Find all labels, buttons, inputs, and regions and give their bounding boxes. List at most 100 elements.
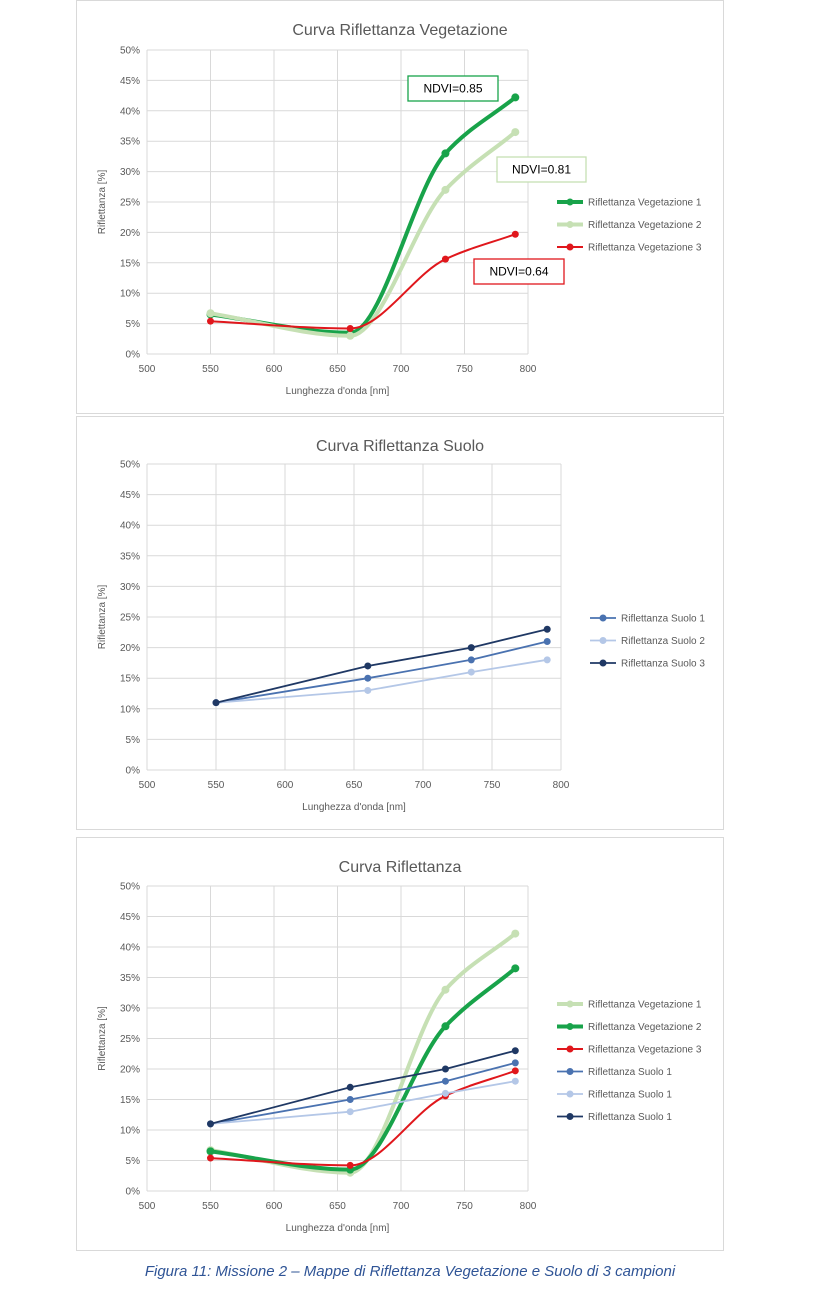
legend-swatch-marker (566, 221, 574, 228)
y-axis-label: Riflettanza [%] (97, 585, 108, 650)
figure-caption: Figura 11: Missione 2 – Mappe di Riflett… (144, 1263, 676, 1280)
x-tick-label: 750 (456, 1201, 473, 1212)
legend-swatch-marker (566, 1068, 574, 1075)
legend-swatch-marker (599, 614, 607, 622)
x-tick-label: 750 (484, 780, 501, 791)
x-tick-label: 800 (520, 1201, 537, 1212)
y-tick-label: 40% (120, 521, 140, 532)
annotation-text: NDVI=0.64 (489, 265, 548, 279)
legend-label: Riflettanza Vegetazione 3 (588, 1045, 702, 1056)
x-tick-label: 800 (520, 364, 537, 375)
chart-panel-combined: Curva Riflettanza 0% 5% 10% 15% 20% 25% 30% 35% 4… (76, 837, 724, 1251)
data-point-riflettanza-suolo-3-550 (212, 699, 220, 707)
chart-panel-vegetazione: Curva Riflettanza Vegetazione 0% 5% 10% 15% 2… (76, 0, 724, 414)
y-tick-label: 45% (120, 912, 140, 923)
y-axis-label: Riflettanza [%] (97, 170, 108, 235)
chart-vegetazione: Curva Riflettanza Vegetazione 0% 5% 10% 15% 2… (97, 22, 702, 397)
series-line-riflettanza-suolo-3-3 (215, 628, 549, 704)
x-tick-label: 700 (393, 1201, 410, 1212)
data-point-riflettanza-suolo-2-735 (467, 668, 475, 676)
chart-combined: Curva Riflettanza 0% 5% 10% 15% 20% 25% 30% 35% 4… (97, 859, 702, 1234)
data-point-riflettanza-vegetazione-2-790 (511, 964, 520, 973)
legend-swatch-marker (566, 1000, 574, 1008)
legend-label: Riflettanza Vegetazione 1 (588, 198, 702, 209)
x-tick-label: 650 (346, 780, 363, 791)
x-tick-label: 500 (139, 780, 156, 791)
y-tick-label: 0% (126, 1187, 141, 1198)
annotation-text: NDVI=0.81 (512, 163, 571, 177)
data-point-riflettanza-vegetazione-3-790 (511, 1067, 519, 1075)
series-line-riflettanza-suolo-1-6 (209, 1049, 517, 1125)
series-line-riflettanza-vegetazione-3-3 (209, 1069, 517, 1167)
data-point-riflettanza-vegetazione-2-550 (206, 1147, 215, 1156)
x-axis-label: Lunghezza d'onda [nm] (302, 802, 406, 813)
chart-title: Curva Riflettanza (339, 859, 462, 876)
series-line-riflettanza-suolo-2-2 (215, 658, 549, 704)
y-tick-label: 25% (120, 613, 140, 624)
y-tick-label: 10% (120, 704, 140, 715)
data-point-riflettanza-suolo-1-790 (511, 1059, 519, 1067)
x-tick-label: 600 (266, 1201, 283, 1212)
y-tick-label: 45% (120, 76, 140, 87)
y-tick-label: 30% (120, 167, 140, 178)
data-point-riflettanza-suolo-1-735 (441, 1077, 449, 1085)
legend-label: Riflettanza Suolo 1 (588, 1112, 672, 1123)
legend-label: Riflettanza Vegetazione 1 (588, 1000, 702, 1011)
data-point-riflettanza-suolo-1-790 (511, 1047, 519, 1055)
x-tick-label: 600 (266, 364, 283, 375)
y-tick-label: 10% (120, 1126, 140, 1137)
data-point-riflettanza-suolo-1-550 (207, 1120, 214, 1128)
x-tick-label: 550 (202, 1201, 219, 1212)
x-tick-label: 550 (202, 364, 219, 375)
legend-label: Riflettanza Suolo 1 (588, 1090, 672, 1101)
x-tick-label: 700 (393, 364, 410, 375)
data-point-riflettanza-suolo-1-660 (364, 674, 372, 682)
y-tick-label: 35% (120, 551, 140, 562)
y-tick-label: 45% (120, 490, 140, 501)
series-line-riflettanza-suolo-1-4 (209, 1062, 517, 1125)
data-point-riflettanza-suolo-3-790 (543, 625, 551, 633)
annotation-box (473, 258, 565, 285)
y-tick-label: 0% (126, 766, 141, 777)
y-tick-label: 40% (120, 943, 140, 954)
legend-swatch-marker (566, 1090, 574, 1098)
legend-swatch-marker (566, 198, 574, 206)
data-point-riflettanza-vegetazione-1-790 (511, 929, 520, 938)
annotation-box (496, 156, 587, 183)
y-tick-label: 20% (120, 643, 140, 654)
chart-title: Curva Riflettanza Suolo (316, 438, 484, 455)
y-tick-label: 5% (126, 319, 141, 330)
data-point-riflettanza-suolo-3-660 (364, 662, 372, 670)
annotation-text: NDVI=0.85 (423, 82, 482, 96)
y-tick-label: 15% (120, 674, 140, 685)
y-tick-label: 0% (126, 350, 141, 361)
x-tick-label: 700 (415, 780, 432, 791)
data-point-riflettanza-suolo-2-790 (543, 656, 551, 664)
y-tick-label: 25% (120, 1034, 140, 1045)
data-point-riflettanza-suolo-1-790 (511, 1077, 519, 1085)
data-point-riflettanza-suolo-1-735 (467, 656, 475, 664)
x-axis-label: Lunghezza d'onda [nm] (286, 386, 390, 397)
y-tick-label: 50% (120, 46, 140, 57)
chart-title: Curva Riflettanza Vegetazione (292, 22, 507, 39)
chart-panel-suolo: Curva Riflettanza Suolo 0% 5% 10% 15% 20% 25% 3… (76, 416, 724, 830)
y-tick-label: 30% (120, 1004, 140, 1015)
data-point-riflettanza-suolo-3-735 (467, 644, 475, 652)
data-point-riflettanza-vegetazione-2-660 (346, 331, 355, 340)
data-point-riflettanza-vegetazione-2-735 (441, 185, 450, 194)
y-axis-label: Riflettanza [%] (97, 1006, 108, 1071)
data-point-riflettanza-vegetazione-2-735 (441, 1022, 450, 1031)
series-line-riflettanza-vegetazione-1-1 (208, 95, 518, 335)
x-tick-label: 650 (329, 1201, 346, 1212)
legend-swatch-marker (566, 243, 574, 251)
data-point-riflettanza-vegetazione-3-790 (511, 230, 519, 238)
data-point-riflettanza-vegetazione-1-735 (441, 149, 450, 158)
y-tick-label: 35% (120, 973, 140, 984)
series-line-riflettanza-vegetazione-2-2 (208, 130, 518, 338)
y-tick-label: 5% (126, 1156, 141, 1167)
y-tick-label: 15% (120, 1095, 140, 1106)
x-tick-label: 600 (277, 780, 294, 791)
legend-label: Riflettanza Vegetazione 2 (588, 220, 702, 231)
y-tick-label: 50% (120, 460, 140, 471)
y-tick-label: 15% (120, 258, 140, 269)
